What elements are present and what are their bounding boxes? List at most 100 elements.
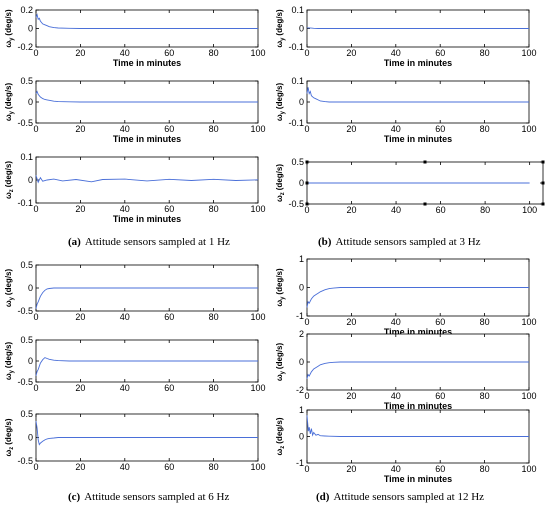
data-marker <box>305 202 309 206</box>
y-tick-label: -2 <box>296 385 304 395</box>
x-tick-label: 40 <box>391 464 401 474</box>
x-tick-label: 100 <box>521 48 536 58</box>
y-tick-label: -0.5 <box>17 377 33 387</box>
data-marker <box>541 181 545 185</box>
x-axis-label: Time in minutes <box>113 58 181 68</box>
x-tick-label: 60 <box>164 462 174 472</box>
x-axis-label: Time in minutes <box>384 401 452 411</box>
series-line <box>35 175 259 184</box>
y-tick-label: 0 <box>28 97 33 107</box>
x-tick-label: 40 <box>120 204 130 214</box>
x-tick-label: 100 <box>521 391 536 401</box>
x-tick-label: 100 <box>521 317 536 327</box>
y-tick-label: 0 <box>28 433 33 443</box>
x-tick-label: 0 <box>33 462 38 472</box>
series-line <box>35 287 258 309</box>
x-tick-label: 0 <box>304 48 309 58</box>
x-tick-label: 20 <box>75 204 85 214</box>
y-tick-label: 0 <box>28 175 33 185</box>
x-tick-label: 0 <box>304 464 309 474</box>
x-tick-label: 80 <box>480 391 490 401</box>
x-tick-label: 80 <box>480 124 490 134</box>
x-tick-label: 40 <box>120 383 130 393</box>
x-tick-label: 60 <box>436 205 446 215</box>
y-tick-label: -0.5 <box>17 118 33 128</box>
x-tick-label: 20 <box>347 205 357 215</box>
y-axis-label: ωy(deg/s) <box>4 342 15 381</box>
x-tick-label: 100 <box>250 124 265 134</box>
series-line <box>306 287 529 308</box>
y-axis-label: ωy(deg/s) <box>4 9 15 48</box>
caption-a: (a) Attitude sensors sampled at 1 Hz <box>68 236 230 248</box>
x-tick-label: 80 <box>209 462 219 472</box>
x-axis-label: Time in minutes <box>384 474 452 484</box>
y-tick-label: 0 <box>28 356 33 366</box>
x-tick-label: 20 <box>346 317 356 327</box>
x-tick-label: 0 <box>33 204 38 214</box>
y-tick-label: -0.1 <box>17 198 33 208</box>
y-axis-label: ωz(deg/s) <box>275 164 286 202</box>
x-tick-label: 40 <box>120 312 130 322</box>
x-tick-label: 60 <box>435 124 445 134</box>
y-tick-label: 0 <box>299 357 304 367</box>
series-line <box>35 90 258 103</box>
y-tick-label: 0.1 <box>291 76 304 86</box>
x-tick-label: 80 <box>480 464 490 474</box>
x-tick-label: 60 <box>164 383 174 393</box>
x-tick-label: 40 <box>391 205 401 215</box>
x-tick-label: 0 <box>33 312 38 322</box>
x-tick-label: 20 <box>75 462 85 472</box>
x-tick-label: 80 <box>480 48 490 58</box>
x-tick-label: 40 <box>120 48 130 58</box>
data-marker <box>541 160 545 164</box>
y-tick-label: 0 <box>299 178 304 188</box>
x-tick-label: 40 <box>391 48 401 58</box>
y-axis-label: ωy(deg/s) <box>4 83 15 122</box>
y-tick-label: 0 <box>28 283 33 293</box>
x-tick-label: 20 <box>75 383 85 393</box>
x-tick-label: 60 <box>164 124 174 134</box>
x-tick-label: 100 <box>250 204 265 214</box>
y-tick-label: -0.5 <box>17 456 33 466</box>
y-axis-label: ωy(deg/s) <box>275 343 286 382</box>
y-tick-label: 0 <box>299 97 304 107</box>
x-tick-label: 100 <box>522 205 537 215</box>
x-tick-label: 100 <box>521 464 536 474</box>
x-tick-label: 20 <box>346 464 356 474</box>
y-axis-label: ωz(deg/s) <box>4 418 15 456</box>
x-tick-label: 0 <box>33 383 38 393</box>
y-tick-label: -0.2 <box>17 42 33 52</box>
x-tick-label: 60 <box>435 464 445 474</box>
y-tick-label: 0.1 <box>291 5 304 15</box>
x-tick-label: 20 <box>346 48 356 58</box>
x-axis-label: Time in minutes <box>113 134 181 144</box>
y-axis-label: ωy(deg/s) <box>275 83 286 122</box>
y-tick-label: 0.5 <box>20 409 33 419</box>
caption-b: (b) Attitude sensors sampled at 3 Hz <box>318 236 481 248</box>
data-marker <box>423 160 427 164</box>
x-tick-label: 80 <box>209 312 219 322</box>
caption-d: (d) Attitude sensors sampled at 12 Hz <box>316 491 484 503</box>
x-tick-label: 0 <box>304 391 309 401</box>
x-tick-label: 0 <box>304 317 309 327</box>
x-axis-label: Time in minutes <box>384 327 452 337</box>
x-axis-label: Time in minutes <box>384 134 452 144</box>
data-marker <box>305 181 309 185</box>
y-axis-label: ωy(deg/s) <box>4 269 15 308</box>
series-line <box>306 87 529 103</box>
y-tick-label: 0 <box>299 283 304 293</box>
y-tick-label: 0.5 <box>20 335 33 345</box>
y-tick-label: 0.1 <box>20 152 33 162</box>
y-tick-label: 0 <box>299 432 304 442</box>
data-marker <box>423 202 427 206</box>
x-tick-label: 20 <box>75 48 85 58</box>
y-axis-label: ωy(deg/s) <box>275 9 286 48</box>
y-tick-label: -0.5 <box>288 199 304 209</box>
